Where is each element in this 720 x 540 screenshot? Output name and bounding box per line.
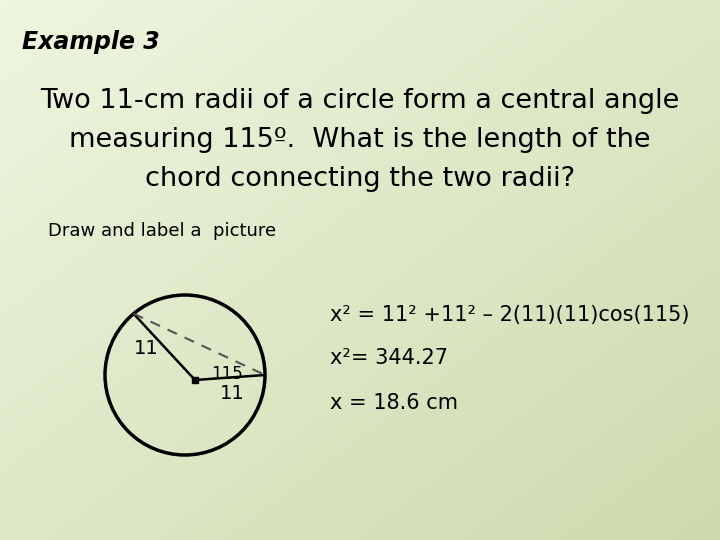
Text: chord connecting the two radii?: chord connecting the two radii? [145,166,575,192]
Text: 11: 11 [134,339,158,359]
Text: x² = 11² +11² – 2(11)(11)cos(115): x² = 11² +11² – 2(11)(11)cos(115) [330,305,690,325]
Text: 11: 11 [220,384,244,403]
Text: x²= 344.27: x²= 344.27 [330,348,448,368]
Text: Two 11-cm radii of a circle form a central angle: Two 11-cm radii of a circle form a centr… [40,88,680,114]
Text: x = 18.6 cm: x = 18.6 cm [330,393,458,413]
Text: Draw and label a  picture: Draw and label a picture [48,222,276,240]
Text: Example 3: Example 3 [22,30,160,54]
Text: 115: 115 [211,365,243,383]
Text: measuring 115º.  What is the length of the: measuring 115º. What is the length of th… [69,127,651,153]
